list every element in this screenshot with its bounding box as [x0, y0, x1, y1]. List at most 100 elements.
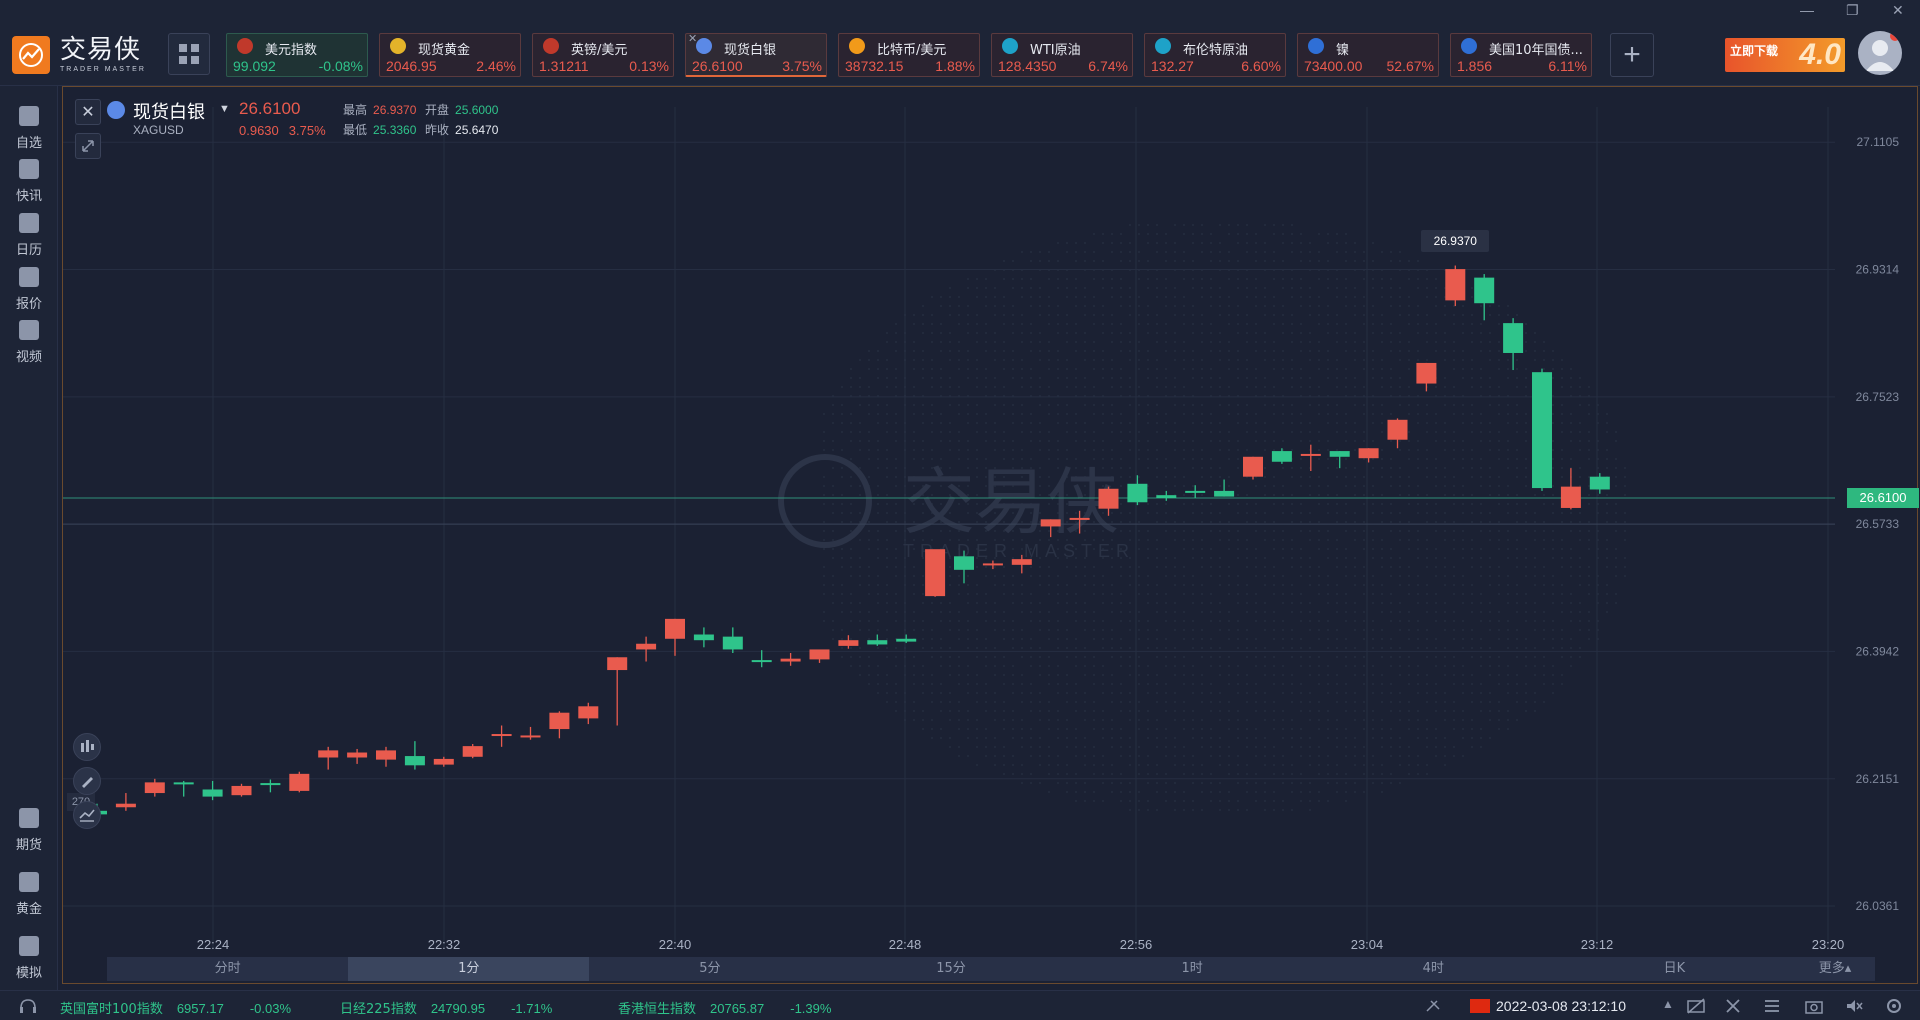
map-dot [1192, 503, 1194, 505]
map-dot [1273, 620, 1275, 622]
candlestick-chart[interactable]: 27.110526.931426.752326.573326.394226.21… [63, 87, 1917, 957]
settings-gear-icon[interactable] [1884, 997, 1904, 1015]
headset-icon[interactable] [18, 997, 38, 1015]
map-dot [1246, 233, 1248, 235]
ticker-card[interactable]: 镍 73400.00 52.67% [1297, 33, 1439, 77]
map-dot [1345, 791, 1347, 793]
map-dot [1327, 692, 1329, 694]
download-promo-banner[interactable]: 立即下载 4.0 [1725, 38, 1845, 72]
draw-tool-button[interactable] [73, 767, 101, 795]
shrink-chart-button[interactable] [75, 133, 101, 159]
map-dot [949, 620, 951, 622]
ticker-card[interactable]: WTI原油 128.4350 6.74% [991, 33, 1133, 77]
map-dot [1012, 665, 1014, 667]
map-dot [1354, 764, 1356, 766]
map-dot [1534, 656, 1536, 658]
map-dot [1084, 629, 1086, 631]
status-index[interactable]: 日经225指数 24790.95 -1.71% [340, 1001, 553, 1017]
map-dot [868, 575, 870, 577]
map-dot [1291, 224, 1293, 226]
timeframe-tab[interactable]: 分时 [214, 961, 241, 976]
map-dot [1030, 773, 1032, 775]
map-dot [1291, 692, 1293, 694]
app-logo[interactable]: 交易侠 TRADER MASTER [12, 36, 146, 74]
camera-icon[interactable] [1804, 997, 1824, 1015]
map-dot [958, 431, 960, 433]
map-dot [1435, 746, 1437, 748]
map-dot [931, 692, 933, 694]
status-index[interactable]: 香港恒生指数 20765.87 -1.39% [618, 1001, 832, 1017]
close-chart-button[interactable]: ✕ [75, 99, 101, 125]
sidebar-item[interactable]: 自选 [0, 106, 58, 151]
map-dot [940, 728, 942, 730]
restore-button[interactable]: ❐ [1846, 2, 1859, 18]
map-dot [1318, 728, 1320, 730]
map-dot [877, 503, 879, 505]
status-index[interactable]: 英国富时100指数 6957.17 -0.03% [60, 1001, 292, 1017]
map-dot [895, 413, 897, 415]
map-dot [1192, 395, 1194, 397]
close-window-button[interactable]: ✕ [1892, 2, 1904, 18]
sidebar-item[interactable]: 报价 [0, 267, 58, 312]
ticker-card[interactable]: 布伦特原油 132.27 6.60% [1144, 33, 1286, 77]
timeframe-tab[interactable]: 4时 [1422, 961, 1444, 976]
map-dot [1318, 431, 1320, 433]
map-dot [1300, 233, 1302, 235]
sidebar-item[interactable]: 日历 [0, 213, 58, 258]
ticker-card[interactable]: 比特币/美元 38732.15 1.88% [838, 33, 980, 77]
ticker-card[interactable]: 美国10年国债... 1.856 6.11% [1450, 33, 1592, 77]
stat-open: 开盘 25.6000 [425, 103, 499, 117]
timeframe-tab[interactable]: 1分 [348, 957, 590, 981]
satellite-icon[interactable] [1424, 998, 1444, 1014]
layout-grid-button[interactable] [168, 33, 210, 75]
symbol-name[interactable]: 现货白银 [133, 102, 205, 123]
map-dot [1174, 485, 1176, 487]
minimize-button[interactable]: — [1800, 2, 1814, 18]
menu-list-icon[interactable] [1762, 997, 1782, 1015]
map-dot [994, 350, 996, 352]
map-dot [1363, 611, 1365, 613]
ticker-card[interactable]: 美元指数 99.092 -0.08% [226, 33, 368, 77]
user-avatar[interactable] [1858, 31, 1902, 75]
map-dot [1264, 629, 1266, 631]
sidebar-item[interactable]: 快讯 [0, 159, 58, 204]
map-dot [1273, 728, 1275, 730]
add-ticker-button[interactable]: + [1610, 33, 1654, 77]
sidebar-item[interactable]: 期货 [0, 808, 58, 853]
expand-up-icon[interactable]: ▲ [1662, 997, 1674, 1011]
sidebar-item[interactable]: 黄金 [0, 872, 58, 917]
map-dot [1552, 647, 1554, 649]
map-dot [1237, 332, 1239, 334]
map-dot [1264, 710, 1266, 712]
map-dot [1426, 404, 1428, 406]
map-dot [1417, 647, 1419, 649]
map-dot [1345, 242, 1347, 244]
remove-ticker-icon[interactable]: ✕ [688, 33, 698, 45]
map-dot [1066, 422, 1068, 424]
map-dot [1318, 584, 1320, 586]
indicator-tool-button[interactable] [73, 733, 101, 761]
sidebar-item[interactable]: 视频 [0, 320, 58, 365]
line-tool-button[interactable] [73, 801, 101, 829]
map-dot [859, 575, 861, 577]
ticker-card[interactable]: 现货黄金 2046.95 2.46% [379, 33, 521, 77]
sidebar-item[interactable]: 模拟 [0, 936, 58, 981]
timeframe-tab[interactable]: 日K [1663, 961, 1686, 976]
map-dot [1570, 413, 1572, 415]
ticker-card[interactable]: 英镑/美元 1.31211 0.13% [532, 33, 674, 77]
map-dot [1309, 584, 1311, 586]
timeframe-tab[interactable]: 15分 [936, 961, 966, 976]
mute-icon[interactable] [1844, 997, 1864, 1015]
symbol-dropdown-icon[interactable]: ▼ [219, 103, 230, 115]
map-dot [1066, 368, 1068, 370]
map-dot [1138, 440, 1140, 442]
screen-off-icon[interactable] [1686, 997, 1706, 1015]
timeframe-tab[interactable]: 1时 [1181, 961, 1203, 976]
map-dot [1525, 683, 1527, 685]
map-dot [1120, 548, 1122, 550]
map-dot [1534, 530, 1536, 532]
more-timeframes-button[interactable]: 更多▴ [1818, 961, 1852, 976]
timeframe-tab[interactable]: 5分 [699, 961, 721, 976]
ticker-card[interactable]: ✕ 现货白银 26.6100 3.75% [685, 33, 827, 77]
tools-icon[interactable] [1724, 997, 1744, 1015]
